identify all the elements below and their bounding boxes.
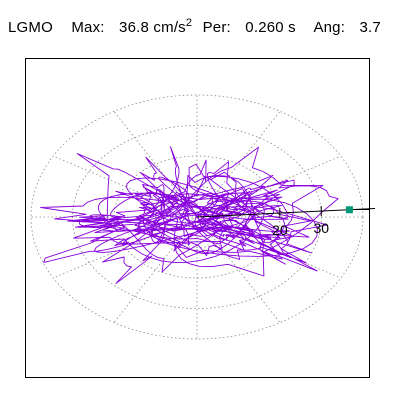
max-label: Max: <box>71 19 105 36</box>
polar-axis: 20 30 <box>196 206 376 238</box>
polar-axis-line <box>196 208 376 218</box>
per-label: Per: <box>202 19 231 36</box>
max-unit: cm/s <box>153 19 186 36</box>
station-name: LGMO <box>8 19 53 36</box>
peak-marker <box>345 206 353 214</box>
chart-header: LGMO Max: 36.8 cm/s2 Per: 0.260 s Ang: 3… <box>8 17 381 36</box>
tick-label-30: 30 <box>313 220 329 236</box>
ang-value: 3.7 <box>359 19 381 36</box>
tick-label-20: 20 <box>272 222 288 238</box>
motion-trace-path <box>40 146 339 284</box>
plot-frame <box>25 58 370 378</box>
per-value: 0.260 s <box>245 19 296 36</box>
max-value: 36.8 <box>119 19 150 36</box>
grid-ring-40 <box>30 94 364 340</box>
motion-trace <box>40 146 339 284</box>
ang-label: Ang: <box>313 19 346 36</box>
max-unit-exponent: 2 <box>185 17 193 29</box>
grid-spoke-120 <box>113 111 198 218</box>
